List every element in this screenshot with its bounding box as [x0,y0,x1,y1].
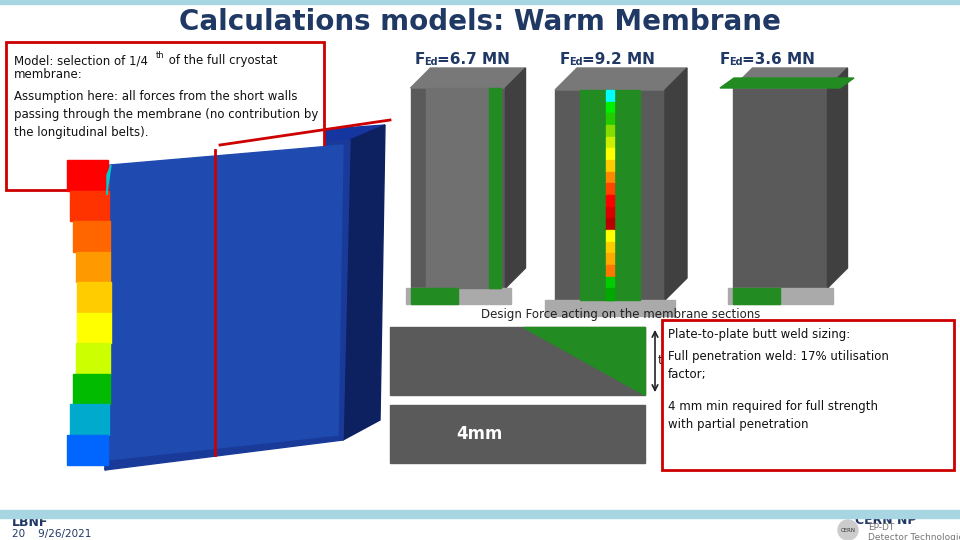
Text: membrane:: membrane: [14,68,83,81]
Polygon shape [732,88,828,288]
Polygon shape [105,142,145,470]
Text: CERN: CERN [841,528,855,532]
Bar [606,242,614,253]
Polygon shape [665,68,687,300]
Polygon shape [70,191,108,221]
Bar [732,288,780,304]
Text: =9.2 MN: =9.2 MN [582,52,655,67]
Polygon shape [522,327,645,395]
Text: F: F [560,52,570,67]
Bar [606,137,614,148]
Polygon shape [77,282,110,313]
Polygon shape [555,68,687,90]
Text: Ed: Ed [424,57,438,67]
Bar [390,327,645,395]
Bar [606,230,614,242]
Text: CERN NP: CERN NP [855,514,917,526]
Polygon shape [506,68,525,288]
Bar [606,288,614,300]
Polygon shape [77,313,110,343]
Polygon shape [74,221,109,252]
Bar [580,90,640,300]
Bar [606,265,614,276]
Text: S: S [245,213,258,231]
Bar [606,172,614,184]
Text: of the full cryostat: of the full cryostat [165,54,277,67]
Text: F: F [415,52,425,67]
Text: LBNF: LBNF [12,516,48,529]
Bar [606,102,614,113]
Text: F: F [720,52,731,67]
Bar [606,276,614,288]
Polygon shape [411,68,525,88]
Bar [606,218,614,230]
Polygon shape [411,88,506,288]
Text: Plate-to-plate butt weld sizing:: Plate-to-plate butt weld sizing: [668,328,851,341]
Text: Design Force acting on the membrane sections: Design Force acting on the membrane sect… [481,308,760,321]
Bar [606,160,614,172]
Polygon shape [76,252,110,282]
Bar [606,195,614,207]
Polygon shape [555,90,665,300]
Bar [0,0,960,4]
Polygon shape [828,68,848,288]
Polygon shape [67,160,108,191]
Text: Calculations models: Warm Membrane: Calculations models: Warm Membrane [180,8,780,36]
Bar [606,125,614,137]
Text: tₘ: tₘ [658,354,671,368]
Text: =3.6 MN: =3.6 MN [742,52,815,67]
Polygon shape [67,435,108,465]
Bar [606,253,614,265]
Text: 4 mm min required for full strength
with partial penetration: 4 mm min required for full strength with… [668,400,878,431]
Text: =6.7 MN: =6.7 MN [437,52,510,67]
Text: Full penetration weld: 17% utilisation
factor;: Full penetration weld: 17% utilisation f… [668,350,889,381]
Text: Ed: Ed [569,57,583,67]
Polygon shape [107,145,343,460]
Text: Ed: Ed [729,57,743,67]
Polygon shape [110,125,385,160]
Polygon shape [74,374,109,404]
Polygon shape [732,68,848,88]
Polygon shape [70,404,108,435]
Bar [6,42,324,190]
Text: Detector Technologies: Detector Technologies [868,532,960,540]
Text: Model: selection of 1/4: Model: selection of 1/4 [14,54,148,67]
Bar [545,300,675,316]
Bar [390,405,645,463]
Bar [405,288,511,304]
Text: EP-DT: EP-DT [868,523,895,532]
Text: 20    9/26/2021: 20 9/26/2021 [12,529,91,539]
Bar [606,90,614,102]
Polygon shape [720,78,854,88]
Polygon shape [107,165,111,195]
Bar [489,88,500,288]
Text: Assumption here: all forces from the short walls
passing through the membrane (n: Assumption here: all forces from the sho… [14,90,319,139]
Bar [606,113,614,125]
Polygon shape [105,140,350,470]
Bar [606,148,614,160]
Bar [0,510,960,518]
Bar [411,288,458,304]
Bar [606,207,614,218]
Bar [728,288,832,304]
Text: th: th [156,51,164,60]
Text: 4mm: 4mm [456,425,502,443]
Bar [606,184,614,195]
Polygon shape [425,88,500,288]
Bar [662,320,954,470]
Polygon shape [76,343,110,374]
Circle shape [838,520,858,540]
Polygon shape [343,125,385,440]
